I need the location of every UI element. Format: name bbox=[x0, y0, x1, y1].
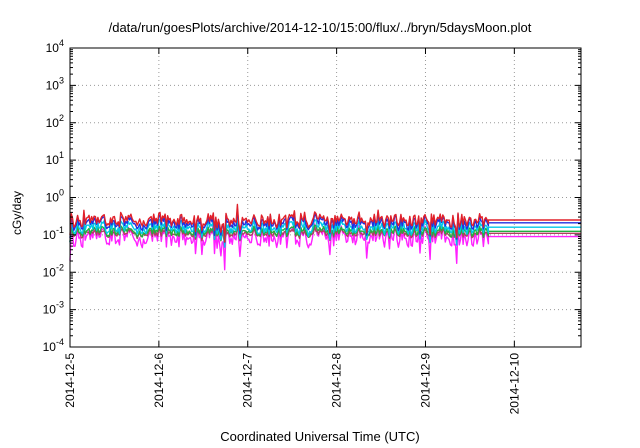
y-tick-label: 104 bbox=[46, 38, 64, 55]
y-tick-label: 101 bbox=[46, 150, 64, 167]
y-tick-label: 102 bbox=[46, 113, 64, 130]
y-tick-label: 100 bbox=[46, 188, 64, 205]
x-tick-label: 2014-12-10 bbox=[507, 353, 521, 415]
x-tick-label: 2014-12-5 bbox=[63, 353, 77, 408]
x-tick-label: 2014-12-6 bbox=[152, 353, 166, 408]
x-tick-label: 2014-12-9 bbox=[418, 353, 432, 408]
y-tick-label: 10-3 bbox=[43, 300, 64, 317]
x-axis-label: Coordinated Universal Time (UTC) bbox=[220, 429, 420, 444]
series-line bbox=[69, 211, 581, 271]
y-tick-label: 103 bbox=[46, 75, 64, 92]
y-tick-label: 10-4 bbox=[43, 337, 64, 354]
series-line bbox=[69, 203, 581, 243]
grid-lines bbox=[70, 48, 581, 347]
x-tick-label: 2014-12-8 bbox=[330, 353, 344, 408]
axis-ticks bbox=[69, 47, 581, 348]
y-tick-label: 10-1 bbox=[43, 225, 64, 242]
y-tick-label: 10-2 bbox=[43, 262, 64, 279]
chart-title: /data/run/goesPlots/archive/2014-12-10/1… bbox=[108, 20, 532, 35]
series-layer bbox=[69, 203, 581, 271]
tick-labels: 10-4 10-3 10-2 10-1 100 101 102 103 104 2014-12-5… bbox=[43, 38, 522, 414]
x-tick-label: 2014-12-7 bbox=[241, 353, 255, 408]
